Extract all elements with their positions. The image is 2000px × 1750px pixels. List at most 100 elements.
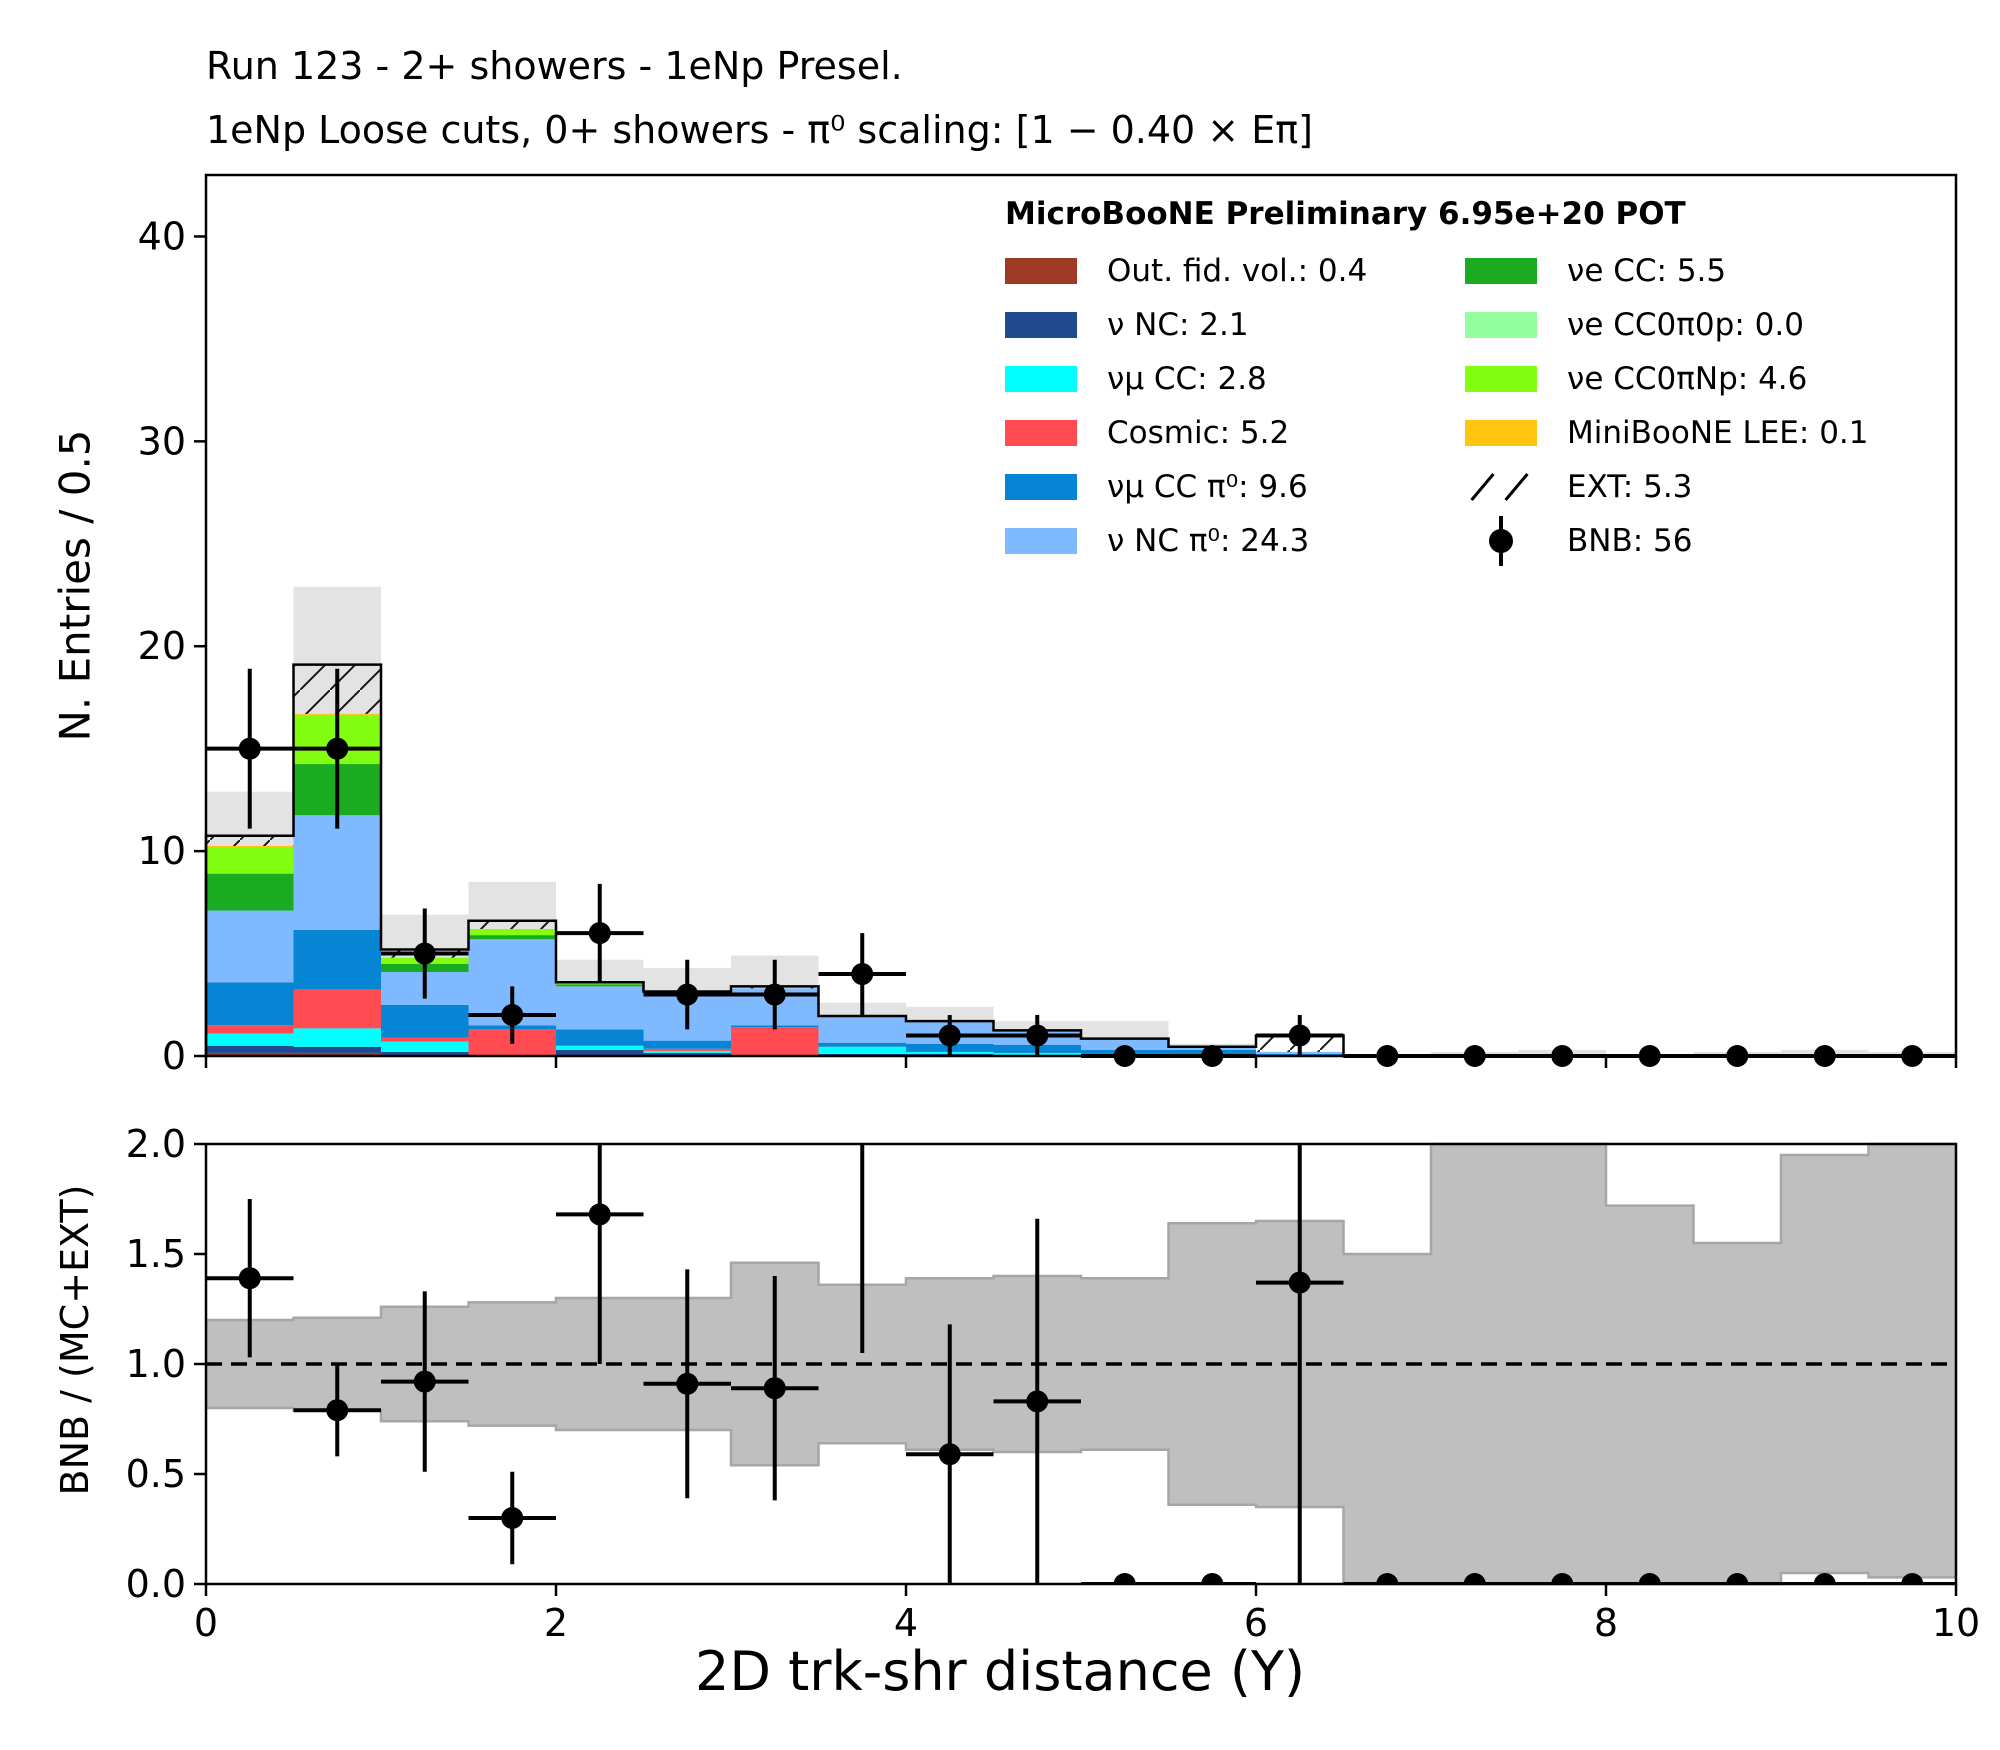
y-tick-label: 10: [138, 829, 186, 873]
legend-label: νe CC: 5.5: [1567, 253, 1727, 289]
legend-swatch: [1005, 474, 1077, 500]
stack-bar: [643, 1050, 731, 1053]
data-point: [763, 983, 786, 1006]
ratio-y-axis-label: BNB / (MC+EXT): [53, 1184, 97, 1496]
x-tick-label: 8: [1594, 1601, 1618, 1645]
legend-label: νμ CC π⁰: 9.6: [1107, 469, 1308, 505]
ratio-y-tick-label: 0.5: [126, 1452, 186, 1496]
legend-label: ν NC: 2.1: [1107, 307, 1249, 343]
legend-label: MiniBooNE LEE: 0.1: [1567, 415, 1869, 451]
legend-marker: [1489, 529, 1513, 553]
y-tick-label: 40: [138, 214, 186, 258]
title-line-2: 1eNp Loose cuts, 0+ showers - π⁰ scaling…: [206, 108, 1313, 152]
stack-bar: [556, 986, 644, 1030]
stack-bar-ext: [468, 920, 556, 929]
stack-bar: [643, 1040, 731, 1049]
stack-bar: [381, 1041, 469, 1052]
stack-bar: [293, 989, 381, 1029]
stack-bar: [206, 845, 294, 848]
ratio-point: [326, 1399, 349, 1422]
x-tick-label: 0: [194, 1601, 218, 1645]
legend-label: ν NC π⁰: 24.3: [1107, 523, 1310, 559]
y-tick-label: 20: [138, 624, 186, 668]
legend-column-2: νe CC: 5.5 νe CC0π0p: 0.0 νe CC0πNp: 4.6 Mi…: [1465, 244, 1869, 568]
legend-item: ν NC π⁰: 24.3: [1005, 514, 1465, 568]
legend-swatch: [1005, 312, 1077, 338]
ratio-point: [1813, 1573, 1836, 1584]
stack-bar: [381, 1037, 469, 1042]
legend-swatch: [1465, 516, 1537, 566]
legend-item: νe CC: 5.5: [1465, 244, 1869, 298]
main-histogram-panel: 0 10 20 30 40: [138, 173, 1958, 1078]
ratio-point: [763, 1377, 786, 1400]
data-point: [501, 1004, 524, 1027]
legend-swatch: [1005, 420, 1077, 446]
stack-bar: [818, 1042, 906, 1047]
stack-bar: [556, 1045, 644, 1050]
ratio-point: [1551, 1573, 1574, 1584]
stack-bar: [206, 910, 294, 983]
legend-swatch: [1465, 312, 1537, 338]
legend-label: νμ CC: 2.8: [1107, 361, 1267, 397]
stack-bar: [818, 1016, 906, 1043]
stack-bar: [556, 1049, 644, 1056]
legend: MicroBooNE Preliminary 6.95e+20 POT Out.…: [1005, 196, 1925, 568]
ratio-point: [938, 1443, 961, 1466]
legend-item: Out. fid. vol.: 0.4: [1005, 244, 1465, 298]
title-line-1: Run 123 - 2+ showers - 1eNp Presel.: [206, 44, 903, 88]
ratio-uncertainty-band: [1693, 1243, 1781, 1584]
stack-bar: [731, 1027, 819, 1056]
data-point: [851, 963, 874, 986]
ratio-uncertainty-band: [1606, 1205, 1694, 1584]
legend-item: BNB: 56: [1465, 514, 1869, 568]
legend-swatch: [1005, 366, 1077, 392]
legend-label: EXT: 5.3: [1567, 469, 1693, 505]
stack-bar: [643, 1052, 731, 1056]
ratio-point: [1376, 1573, 1399, 1584]
stack-bar: [381, 1004, 469, 1038]
legend-swatch: [1465, 258, 1537, 284]
legend-item: νe CC0π0p: 0.0: [1465, 298, 1869, 352]
stack-bar: [206, 873, 294, 911]
ratio-y-tick-label: 0.0: [126, 1562, 186, 1606]
legend-column-1: Out. fid. vol.: 0.4 ν NC: 2.1 νμ CC: 2.8 Co…: [1005, 244, 1465, 568]
ratio-point: [851, 1089, 873, 1111]
stack-bar: [206, 1033, 294, 1046]
x-tick-label: 10: [1932, 1601, 1980, 1645]
stack-bar: [468, 935, 556, 940]
legend-swatch: [1465, 474, 1537, 500]
legend-label: νe CC0πNp: 4.6: [1567, 361, 1808, 397]
stack-bar: [381, 1051, 469, 1056]
ratio-point: [238, 1267, 261, 1290]
stack-bar: [556, 1029, 644, 1046]
legend-label: Cosmic: 5.2: [1107, 415, 1290, 451]
data-point: [413, 942, 436, 965]
ratio-y-tick-label: 2.0: [126, 1122, 186, 1166]
legend-item: νμ CC: 2.8: [1005, 352, 1465, 406]
ratio-band-upper-edge: [206, 1142, 1956, 1322]
legend-swatch: [1005, 528, 1077, 554]
x-tick-label: 6: [1244, 1601, 1268, 1645]
legend-item: ν NC: 2.1: [1005, 298, 1465, 352]
data-point: [1288, 1024, 1311, 1047]
stack-bar: [468, 928, 556, 936]
data-point: [676, 983, 699, 1006]
ratio-point: [1726, 1573, 1749, 1584]
stack-bar: [818, 1046, 906, 1054]
legend-label: Out. fid. vol.: 0.4: [1107, 253, 1368, 289]
ratio-point: [501, 1507, 524, 1529]
data-point: [1026, 1024, 1049, 1047]
x-axis-label: 2D trk-shr distance (Y): [694, 1640, 1306, 1703]
x-tick-label: 2: [544, 1601, 568, 1645]
ratio-point: [588, 1203, 611, 1226]
legend-item: MiniBooNE LEE: 0.1: [1465, 406, 1869, 460]
legend-label: BNB: 56: [1567, 523, 1693, 559]
ratio-point: [1201, 1573, 1224, 1584]
stack-bar: [293, 929, 381, 990]
stack-bar: [206, 1045, 294, 1053]
ratio-y-tick-label: 1.5: [126, 1232, 186, 1276]
main-y-axis-label: N. Entries / 0.5: [50, 429, 100, 742]
stack-bar: [206, 847, 294, 874]
stack-bar: [293, 815, 381, 930]
